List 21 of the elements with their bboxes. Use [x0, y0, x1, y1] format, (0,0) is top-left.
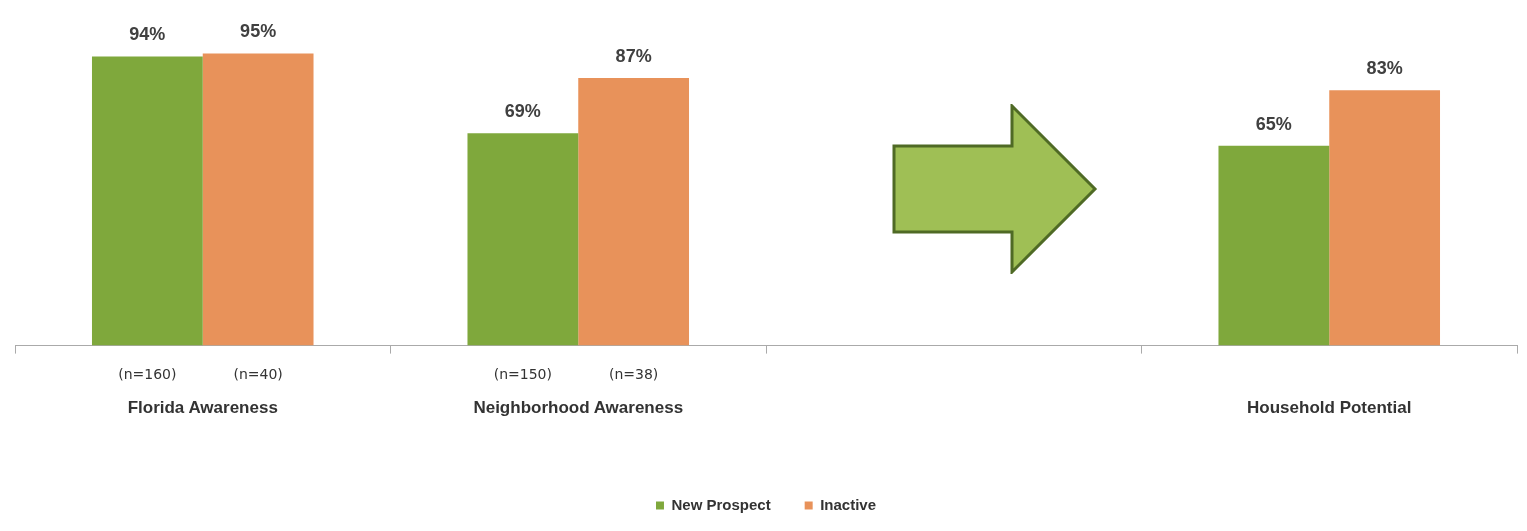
- text: (n=160): [118, 366, 177, 383]
- text: (n=40): [233, 366, 283, 383]
- bar: [578, 77, 690, 346]
- legend-label: New Prospect: [671, 495, 771, 513]
- data-label: 94%: [129, 24, 166, 45]
- bar: [1329, 90, 1441, 346]
- bar: [1218, 145, 1330, 346]
- bar: [202, 53, 314, 346]
- x-tick-label: Florida Awareness: [127, 398, 278, 418]
- bar: [467, 133, 579, 346]
- data-label: 69%: [504, 101, 541, 122]
- data-label: 65%: [1255, 113, 1292, 134]
- x-tick-label: Household Potential: [1247, 398, 1412, 418]
- data-label: 95%: [240, 21, 277, 42]
- legend-label: Inactive: [820, 495, 877, 513]
- data-label: 83%: [1366, 58, 1403, 79]
- x-tick-label: Neighborhood Awareness: [473, 398, 684, 418]
- text: (n=150): [493, 366, 552, 383]
- text: (n=38): [608, 366, 659, 383]
- data-label: 87%: [615, 45, 652, 66]
- bar: [91, 56, 203, 346]
